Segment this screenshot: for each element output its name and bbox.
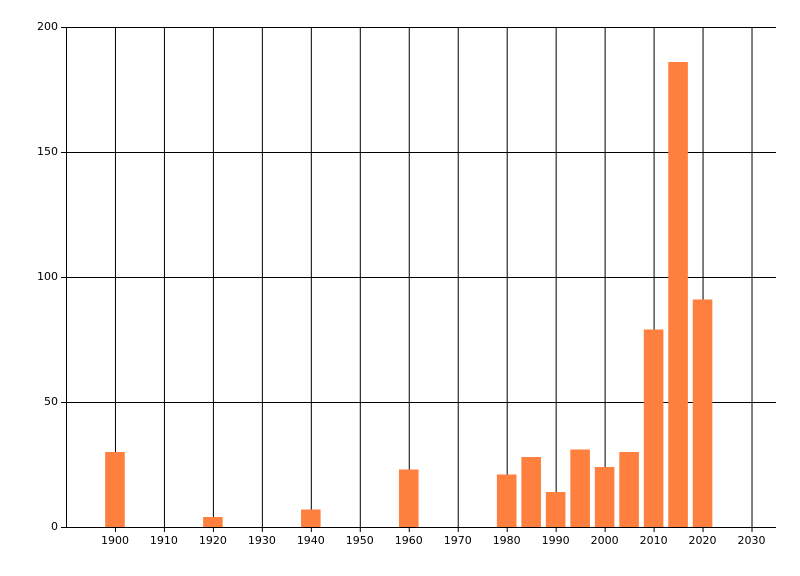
- x-tick-label: 1960: [395, 534, 423, 547]
- x-tick-label: 1900: [101, 534, 129, 547]
- bar: [398, 469, 419, 527]
- bar: [619, 452, 639, 527]
- x-tick-label: 2010: [640, 534, 668, 547]
- x-tick-label: 1970: [444, 534, 472, 547]
- bar: [545, 492, 566, 527]
- x-tick-label: 1950: [346, 534, 374, 547]
- bar: [203, 517, 223, 527]
- x-tick-label: 1940: [297, 534, 325, 547]
- x-tick-label: 2000: [591, 534, 619, 547]
- bar: [105, 452, 125, 527]
- y-tick-label: 50: [44, 395, 58, 408]
- bar: [570, 449, 590, 527]
- x-tick-label: 1930: [248, 534, 276, 547]
- y-tick-label: 200: [37, 20, 58, 33]
- x-tick-label: 2020: [689, 534, 717, 547]
- bar: [496, 474, 517, 527]
- bar: [301, 509, 321, 527]
- y-tick-label: 150: [37, 145, 58, 158]
- bar: [643, 329, 664, 527]
- x-tick-label: 2030: [738, 534, 766, 547]
- x-tick-label: 1980: [493, 534, 521, 547]
- y-tick-label: 0: [51, 520, 58, 533]
- x-tick-label: 1920: [199, 534, 227, 547]
- bar: [668, 62, 688, 527]
- bar: [594, 467, 615, 527]
- bar: [521, 457, 541, 527]
- bar: [692, 299, 713, 527]
- x-tick-label: 1990: [542, 534, 570, 547]
- x-tick-label: 1910: [150, 534, 178, 547]
- y-tick-label: 100: [37, 270, 58, 283]
